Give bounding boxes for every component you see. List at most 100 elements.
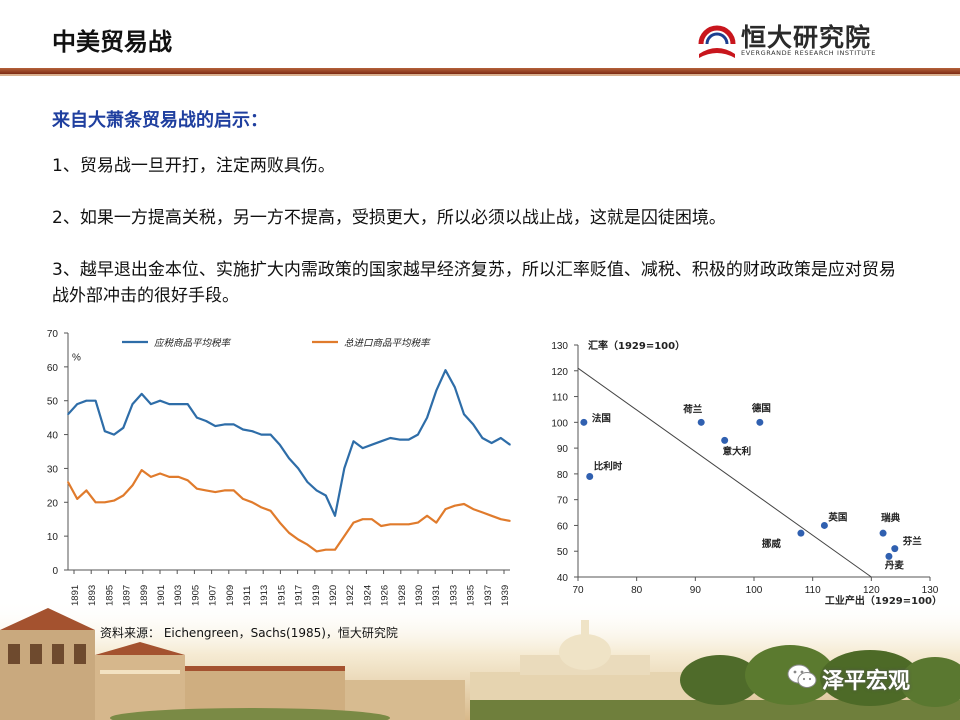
x-tick-label: 1907 (208, 585, 219, 606)
series-2-point (260, 506, 263, 509)
y-axis-label: 汇率（1929=100） (588, 339, 685, 352)
y-tick-label: 60 (47, 363, 59, 374)
series-1-point (131, 403, 134, 405)
x-tick-label: 1935 (466, 585, 477, 606)
x-tick-label: 1905 (190, 585, 201, 606)
legend-label-1: 应税商品平均税率 (154, 337, 232, 349)
series-2-point (223, 489, 226, 492)
x-tick-label: 1920 (328, 585, 339, 606)
x-tick-label: 1917 (294, 585, 305, 606)
point-label: 意大利 (723, 445, 752, 457)
series-2-point (352, 521, 355, 524)
series-1-point (453, 386, 456, 388)
series-2-point (398, 523, 401, 526)
x-tick-label: 1909 (225, 585, 236, 606)
series-1-point (67, 413, 69, 416)
series-2-point (426, 515, 428, 517)
x-tick-label: 1931 (431, 585, 442, 606)
logo-text-cn: 恒大研究院 (741, 23, 872, 52)
series-1-point (113, 433, 115, 436)
series-2-point (334, 548, 336, 551)
trend-line (577, 367, 872, 578)
series-2-point (177, 476, 180, 478)
header-divider-highlight (0, 74, 960, 76)
source-note: 资料来源： Eichengreen，Sachs(1985)，恒大研究院 (100, 626, 398, 640)
x-tick-label: 1903 (173, 585, 184, 606)
series-2-point (389, 523, 392, 526)
y-tick-label: 70 (557, 496, 569, 507)
series-2-point (472, 508, 474, 510)
y-tick-label: 110 (552, 393, 568, 404)
series-1-point (371, 443, 373, 446)
series-2-point (94, 501, 97, 504)
y-tick-label: 100 (551, 418, 568, 429)
series-2-point (122, 494, 125, 497)
x-tick-label: 1939 (500, 585, 511, 606)
point-label: 法国 (592, 412, 611, 424)
series-1-point (186, 403, 189, 405)
villa-illustration (0, 608, 465, 720)
series-line-1 (67, 369, 511, 517)
x-tick-label: 1928 (397, 585, 408, 606)
x-tick-label: 110 (805, 585, 821, 596)
series-1-point (463, 413, 465, 416)
series-1-point (417, 433, 419, 436)
fx-output-scatter-chart: 40 50 60 70 80 90 100 110 120 130 70 80 90 100 110 120 1… (551, 339, 942, 607)
point-label: 荷兰 (682, 403, 703, 415)
x-tick-label: 100 (746, 585, 763, 596)
series-1-point (297, 467, 300, 470)
y-tick-label: 50 (557, 547, 569, 558)
point-label: 芬兰 (902, 536, 923, 548)
x-tick-label: 130 (922, 585, 939, 596)
series-2-point (67, 481, 69, 483)
series-1-point (278, 443, 281, 446)
series-1-point (214, 425, 217, 427)
series-2-point (453, 504, 456, 507)
point-label: 丹麦 (885, 559, 905, 571)
series-2-point (499, 518, 502, 521)
x-tick-label: 1930 (414, 585, 425, 606)
y-tick-label: 80 (557, 470, 569, 481)
point-2: 2、如果一方提高关税，另一方不提高，受损更大，所以必须以战止战，这就是囚徒困境。 (52, 208, 726, 228)
series-1-point (196, 416, 198, 419)
series-2-point (435, 521, 438, 524)
series-1-point (499, 437, 502, 439)
series-1-point (426, 416, 428, 419)
point-1: 1、贸易战一旦开打，注定两败具伤。 (52, 156, 335, 176)
series-2-point (343, 535, 346, 537)
series-2-point (407, 523, 410, 526)
series-1-point (435, 389, 438, 392)
watermark: 泽平宏观 (786, 660, 936, 694)
point-label: 德国 (752, 402, 771, 414)
scatter-point (756, 418, 764, 426)
series-2-point (444, 508, 447, 510)
series-1-point (251, 430, 253, 432)
series-2-point (186, 479, 189, 482)
series-1-point (490, 442, 493, 444)
series-2-point (288, 531, 290, 534)
logo-text-en: EVERGRANDE RESEARCH INSTITUTE (741, 49, 876, 57)
series-1-point (205, 420, 207, 422)
legend-label-2: 总进口商品平均税率 (344, 337, 431, 349)
series-2-point (380, 525, 382, 527)
series-2-point (306, 543, 309, 546)
x-tick-label: 1933 (448, 585, 459, 606)
x-tick-label: 1891 (70, 585, 81, 606)
x-tick-label: 1893 (87, 585, 98, 606)
y-tick-label: 70 (47, 329, 59, 340)
series-1-point (104, 430, 106, 432)
series-1-point (242, 428, 244, 431)
scatter-point (885, 552, 893, 560)
series-2-point (325, 548, 327, 551)
evergrande-logo-icon (698, 25, 736, 58)
series-1-point (306, 481, 309, 483)
point-label: 比利时 (594, 460, 623, 472)
point-label: 挪威 (762, 538, 782, 550)
page-title: 中美贸易战 (52, 28, 172, 56)
x-tick-label: 1924 (362, 585, 373, 606)
point-label: 英国 (828, 511, 847, 523)
scatter-point (879, 529, 887, 537)
series-1-point (159, 399, 161, 402)
point-label: 瑞典 (881, 512, 901, 524)
capitol-illustration (470, 620, 960, 720)
